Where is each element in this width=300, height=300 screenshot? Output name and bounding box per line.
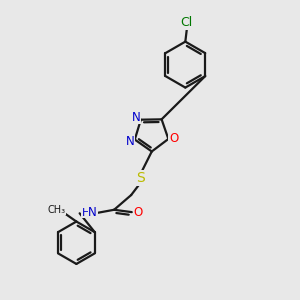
Text: CH₃: CH₃ <box>47 205 65 215</box>
Text: N: N <box>125 135 134 148</box>
Text: O: O <box>134 206 143 219</box>
Text: N: N <box>131 111 140 124</box>
Text: N: N <box>88 206 97 219</box>
Text: S: S <box>136 171 145 185</box>
Text: Cl: Cl <box>181 16 193 29</box>
Text: O: O <box>169 133 178 146</box>
Text: H: H <box>82 208 90 218</box>
